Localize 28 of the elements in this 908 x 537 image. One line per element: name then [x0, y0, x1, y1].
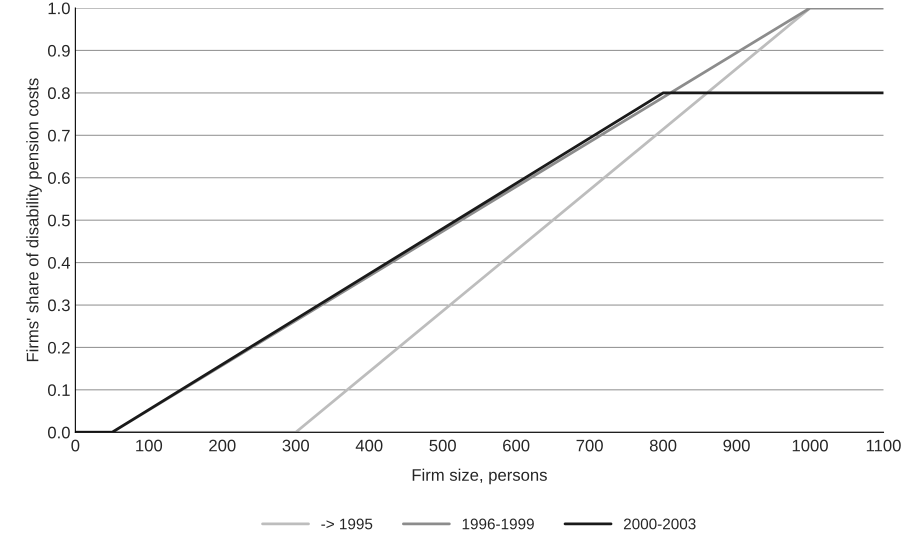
x-tick-label: 800 — [650, 440, 676, 452]
y-tick-label: 0.5 — [48, 214, 70, 226]
x-tick-label: 1100 — [866, 440, 901, 452]
y-tick-label: 0.8 — [48, 87, 70, 100]
y-tick-label: 0.2 — [48, 342, 70, 354]
x-tick-label: 600 — [503, 440, 530, 452]
y-tick-label: 0.4 — [48, 256, 70, 269]
x-tick-label: 900 — [723, 440, 750, 452]
y-tick-label: 0.9 — [48, 44, 70, 57]
y-tick-label: 1.0 — [48, 2, 70, 14]
legend-label: 1996-1999 — [462, 518, 534, 530]
legend-label: 2000-2003 — [624, 518, 696, 530]
x-tick-label: 100 — [136, 440, 162, 452]
x-tick-label: 200 — [209, 440, 236, 452]
y-tick-label: 0.6 — [48, 172, 70, 184]
x-tick-label: 1000 — [792, 440, 828, 452]
x-tick-label: 700 — [576, 440, 603, 452]
x-tick-label: 500 — [429, 440, 456, 452]
x-tick-label: 400 — [356, 440, 382, 452]
x-axis-title: Firm size, persons — [412, 468, 547, 484]
y-tick-label: 0.7 — [48, 130, 70, 142]
y-tick-label: 0.0 — [48, 426, 70, 438]
legend-label: -> 1995 — [321, 518, 372, 530]
x-tick-label: 0 — [71, 440, 80, 452]
y-tick-label: 0.3 — [48, 299, 70, 312]
y-axis-title: Firms' share of disability pension costs — [26, 78, 42, 362]
x-tick-label: 300 — [282, 440, 310, 452]
y-tick-label: 0.1 — [48, 384, 70, 396]
